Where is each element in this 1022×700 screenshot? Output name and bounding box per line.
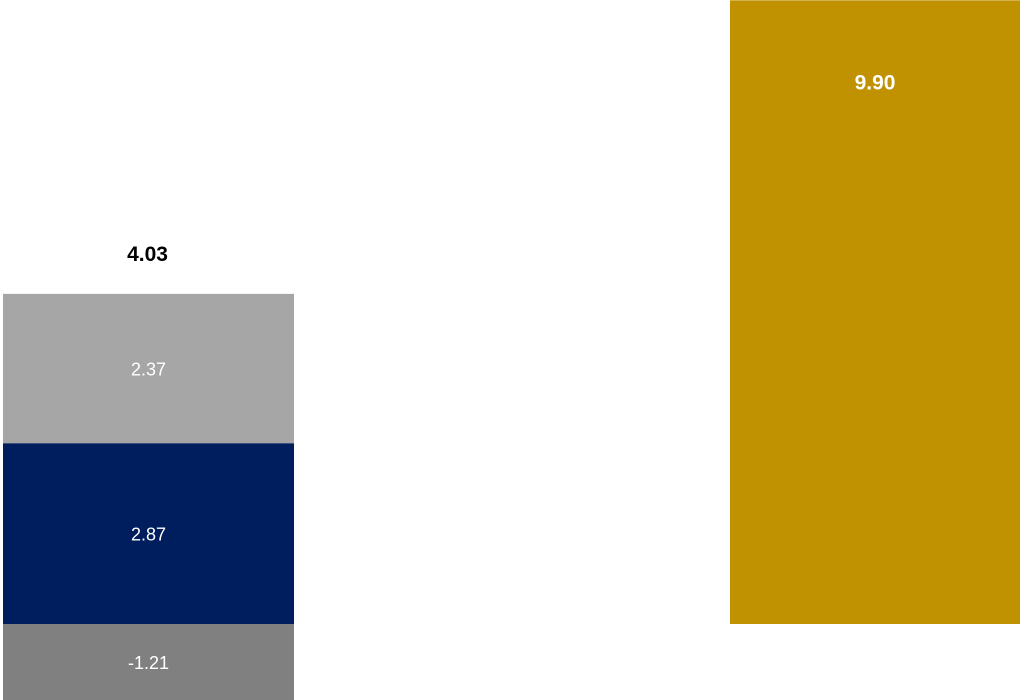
bar-segment-0-2 — [3, 293, 294, 444]
bar-segment-0-0 — [3, 624, 294, 700]
data-label-0-2: 2.37 — [131, 360, 166, 380]
data-label-1-0: 9.90 — [855, 71, 896, 94]
data-label-0-1: 2.87 — [131, 525, 166, 545]
bar-segment-0-1 — [3, 443, 294, 624]
bar-segment-1-0 — [730, 0, 1020, 625]
total-label-0: 4.03 — [127, 243, 168, 266]
data-label-0-0: -1.21 — [128, 653, 169, 673]
